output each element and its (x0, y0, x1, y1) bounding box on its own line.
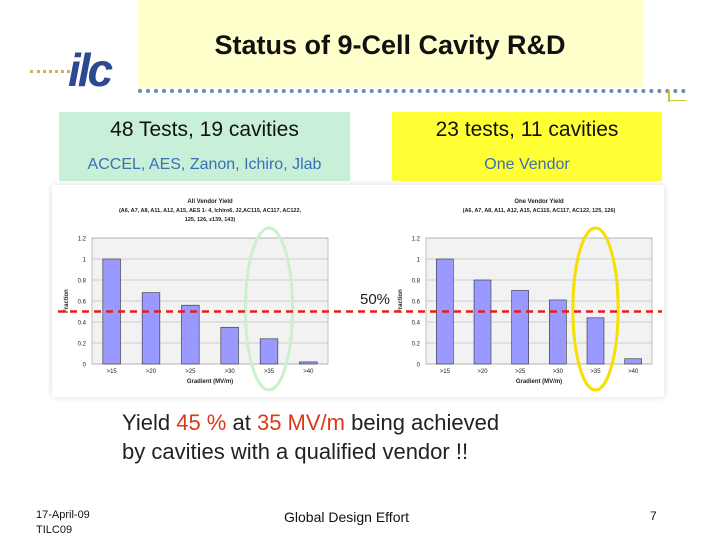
one-vendor-bar (586, 317, 605, 365)
all-vendor-chart-title: All Vendor Yield (187, 199, 233, 205)
one-vendor-bar (511, 290, 529, 365)
yield-word: Yield (122, 410, 177, 435)
yield-line-1: Yield 45 % at 35 MV/m being achieved (122, 408, 499, 437)
all-vendor-bar (220, 326, 239, 365)
all-vendor-ytick-label: 0.6 (78, 300, 87, 306)
decorative-dotted-rule (138, 89, 686, 93)
all-vendor-bar (181, 304, 200, 365)
one-vendor-xlabel: Gradient (MV/m) (516, 379, 562, 385)
one-vendor-chart-subtitle: (A6, A7, A8, A11, A12, A15, AC115, AC117… (463, 208, 616, 214)
all-vendor-xtick-label: >25 (185, 369, 196, 375)
yield-percent: 45 % (176, 410, 227, 435)
footer-date: 17-April-09 (36, 509, 90, 521)
one-vendor-ytick-label: 0.2 (412, 342, 421, 348)
one-vendor-ytick-label: 0.8 (412, 279, 421, 285)
decorative-dots-left (30, 70, 70, 73)
all-vendor-chart-subtitle-1: (A6, A7, A8, A11, A12, A15, AES 1- 4, Ic… (119, 208, 302, 214)
all-vendor-summary-sub: ACCEL, AES, Zanon, Ichiro, Jlab (87, 156, 322, 173)
one-vendor-xtick-label: >15 (440, 369, 451, 375)
yield-line-2: by cavities with a qualified vendor !! (122, 439, 469, 464)
decorative-corner-rule (668, 100, 686, 101)
ilc-logo-graphic: ilc (68, 44, 116, 96)
one-vendor-xtick-label: >40 (628, 369, 639, 375)
slide-title: Status of 9-Cell Cavity R&D (214, 30, 566, 60)
one-vendor-ytick-label: 0.6 (412, 300, 421, 306)
page-number: 7 (650, 509, 657, 523)
one-vendor-ytick-label: 1.2 (412, 237, 421, 243)
all-vendor-summary-head: 48 Tests, 19 cavities (110, 118, 299, 141)
yield-statement: Yield 45 % at 35 MV/m being achieved by … (122, 408, 499, 466)
one-vendor-ytick-label: 0 (417, 363, 421, 369)
decorative-corner-tick (668, 90, 670, 102)
yield-gradient: 35 MV/m (256, 410, 345, 435)
all-vendor-xtick-label: >15 (107, 369, 118, 375)
all-vendor-highlight-ellipse (243, 226, 295, 392)
all-vendor-ytick-label: 1.2 (78, 237, 87, 243)
all-vendor-xtick-label: >40 (303, 369, 314, 375)
one-vendor-highlight-ellipse (571, 226, 620, 392)
all-vendor-bar (299, 361, 318, 365)
yield-at: at (226, 410, 257, 435)
all-vendor-xtick-label: >30 (225, 369, 236, 375)
fifty-percent-label: 50% (360, 291, 390, 308)
all-vendor-bar (141, 292, 161, 365)
yield-achieved: being achieved (344, 410, 500, 435)
one-vendor-xtick-label: >30 (553, 369, 564, 375)
all-vendor-ytick-label: 1 (83, 258, 87, 264)
one-vendor-xtick-label: >35 (590, 369, 601, 375)
all-vendor-ytick-label: 0.2 (78, 342, 87, 348)
one-vendor-summary-head: 23 tests, 11 cavities (435, 118, 619, 141)
all-vendor-xtick-label: >20 (146, 369, 157, 375)
title-background (138, 0, 647, 88)
one-vendor-xtick-label: >25 (515, 369, 526, 375)
footer-date-block: 17-April-09 TILC09 (36, 508, 90, 538)
one-vendor-bar (473, 279, 492, 365)
all-vendor-ytick-label: 0 (83, 363, 87, 369)
one-vendor-bar (549, 299, 567, 365)
one-vendor-summary-sub: One Vendor (484, 156, 570, 173)
one-vendor-bar (624, 358, 642, 365)
one-vendor-ytick-label: 1 (417, 258, 421, 264)
all-vendor-bar (259, 338, 279, 365)
logo-lettering: ilc (68, 44, 113, 96)
all-vendor-ytick-label: 0.8 (78, 279, 87, 285)
footer-conference: TILC09 (36, 524, 73, 536)
all-vendor-xtick-label: >35 (264, 369, 275, 375)
all-vendor-summary-box: 48 Tests, 19 cavities ACCEL, AES, Zanon,… (59, 112, 350, 181)
all-vendor-xlabel: Gradient (MV/m) (187, 379, 233, 385)
footer-organization: Global Design Effort (284, 509, 410, 525)
one-vendor-ylabel: Fraction (398, 289, 404, 313)
all-vendor-ytick-label: 0.4 (78, 321, 87, 327)
one-vendor-ytick-label: 0.4 (412, 321, 421, 327)
one-vendor-xtick-label: >20 (477, 369, 488, 375)
all-vendor-ylabel: Fraction (64, 289, 70, 313)
one-vendor-chart-title: One Vendor Yield (514, 199, 564, 205)
one-vendor-summary-box: 23 tests, 11 cavities One Vendor (392, 112, 662, 181)
all-vendor-chart-subtitle-2: 125, 126, z139, 143) (185, 217, 236, 223)
